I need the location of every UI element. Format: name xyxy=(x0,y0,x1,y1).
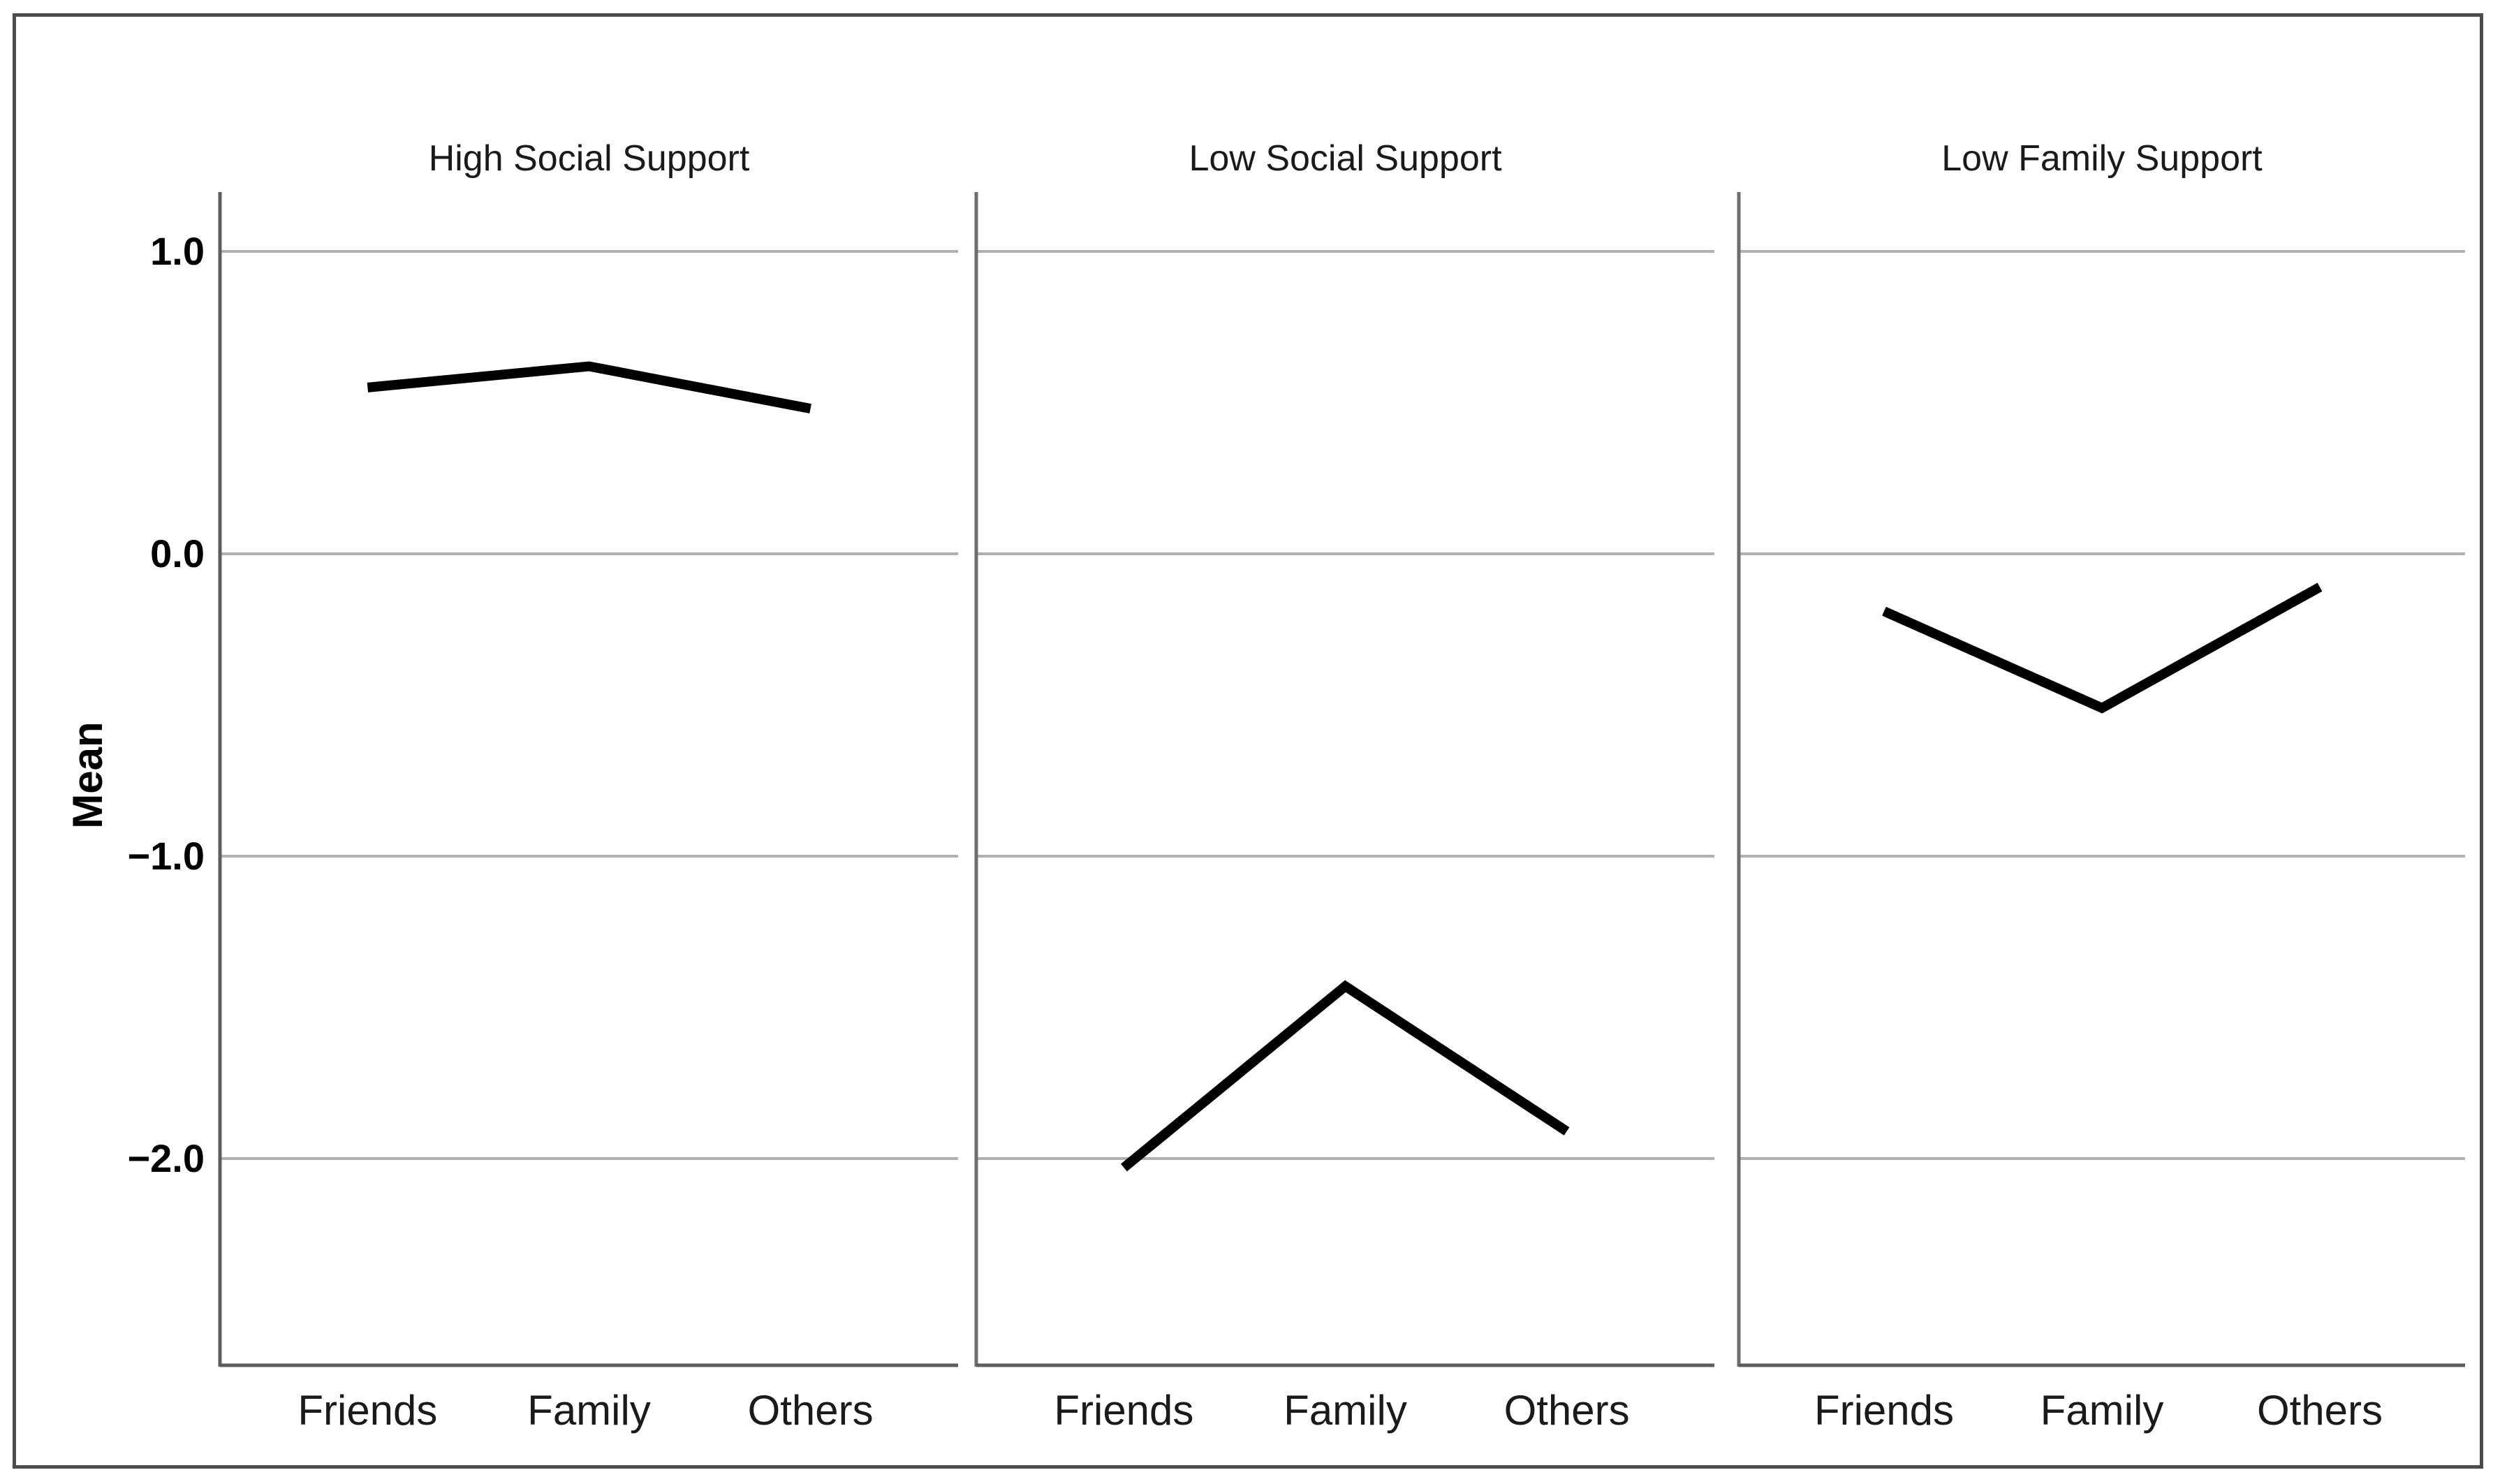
panel-title-low-family-support: Low Family Support xyxy=(1941,138,2263,179)
x-category-label: Family xyxy=(527,1387,651,1434)
panel-title-high-social-support: High Social Support xyxy=(428,138,750,179)
panel-title-low-social-support: Low Social Support xyxy=(1189,138,1502,179)
y-axis-title: Mean xyxy=(64,721,111,829)
x-category-label: Family xyxy=(2040,1387,2164,1434)
series-line-low-social-support xyxy=(1120,980,1570,1172)
x-category-label: Friends xyxy=(1054,1387,1194,1434)
x-category-label: Others xyxy=(747,1387,874,1434)
x-category-label: Others xyxy=(1503,1387,1630,1434)
y-tick-label: −1.0 xyxy=(127,834,205,878)
y-tick-label: 1.0 xyxy=(150,229,205,273)
x-category-label: Friends xyxy=(1814,1387,1955,1434)
x-category-label: Others xyxy=(2256,1387,2383,1434)
series-line-low-family-support xyxy=(1882,582,2323,714)
y-tick-label: −2.0 xyxy=(127,1136,205,1180)
y-tick-label: 0.0 xyxy=(150,531,205,575)
series-line-high-social-support xyxy=(367,361,811,414)
x-category-label: Family xyxy=(1284,1387,1407,1434)
x-category-label: Friends xyxy=(297,1387,438,1434)
